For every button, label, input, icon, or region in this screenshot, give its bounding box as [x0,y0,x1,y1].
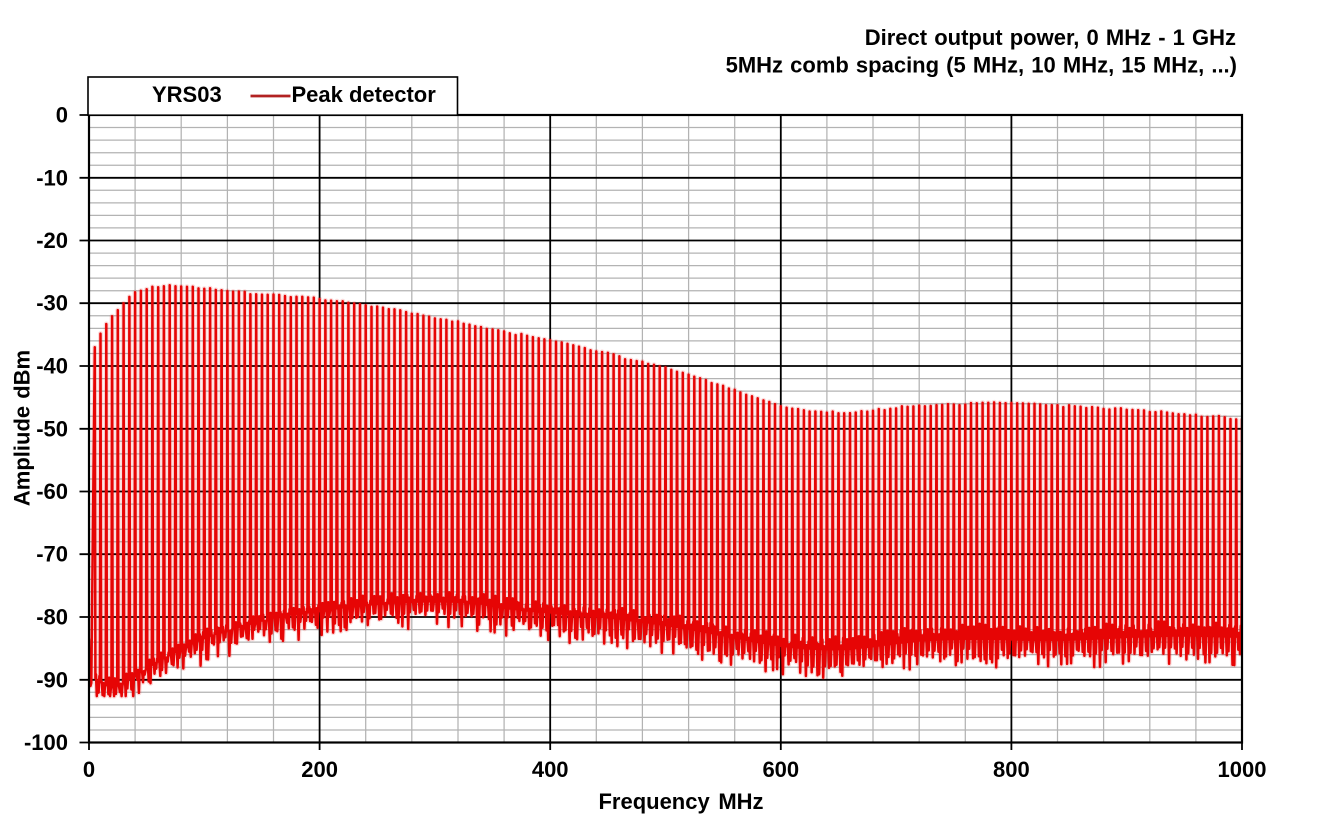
svg-text:-30: -30 [36,291,68,316]
svg-text:Ampliude dBm: Ampliude dBm [10,350,35,506]
svg-text:-20: -20 [36,228,68,253]
svg-text:600: 600 [762,757,799,782]
svg-text:0: 0 [83,757,95,782]
svg-text:-80: -80 [36,605,68,630]
svg-text:5MHz comb spacing (5 MHz, 10 M: 5MHz comb spacing (5 MHz, 10 MHz, 15 MHz… [726,53,1237,78]
svg-text:400: 400 [532,757,569,782]
svg-text:800: 800 [993,757,1030,782]
svg-text:-100: -100 [24,730,68,755]
svg-text:YRS03: YRS03 [152,82,222,107]
svg-text:200: 200 [301,757,338,782]
svg-text:Peak detector: Peak detector [292,82,437,107]
svg-text:-70: -70 [36,542,68,567]
svg-text:-90: -90 [36,667,68,692]
svg-text:Direct output power, 0 MHz - 1: Direct output power, 0 MHz - 1 GHz [865,25,1236,50]
svg-text:1000: 1000 [1218,757,1267,782]
svg-text:0: 0 [56,103,68,128]
svg-text:-50: -50 [36,416,68,441]
svg-text:Frequency MHz: Frequency MHz [598,789,763,814]
svg-text:-10: -10 [36,165,68,190]
svg-text:-40: -40 [36,354,68,379]
svg-text:-60: -60 [36,479,68,504]
